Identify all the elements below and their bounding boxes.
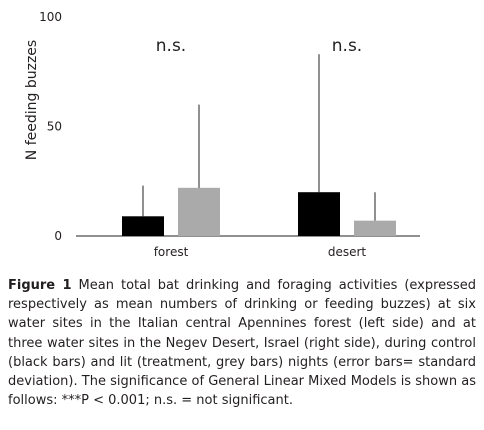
bar-desert-0 — [298, 192, 340, 236]
significance-annotation-1: n.s. — [332, 36, 362, 56]
category-label-desert: desert — [328, 245, 367, 259]
y-tick-label-2: 100 — [39, 10, 62, 24]
figure-label: Figure 1 — [8, 278, 72, 293]
y-tick-label-0: 0 — [54, 229, 62, 243]
category-labels: forest desert — [154, 245, 367, 259]
bar-chart: N feeding buzzes 0 50 100 forest desert n.s… — [24, 10, 420, 259]
significance-annotation-0: n.s. — [156, 36, 186, 56]
bar-desert-1 — [354, 220, 396, 236]
annotations: n.s. n.s. — [156, 36, 362, 56]
y-ticks: 0 50 100 — [39, 10, 62, 243]
error-bars — [142, 54, 376, 221]
figure-caption: Figure 1 Mean total bat drinking and for… — [8, 276, 476, 410]
y-axis-label: N feeding buzzes — [24, 40, 40, 160]
bar-forest-0 — [122, 216, 164, 236]
bar-forest-1 — [178, 187, 220, 236]
bars — [122, 187, 396, 236]
caption-text: Mean total bat drinking and foraging act… — [8, 278, 476, 409]
y-tick-label-1: 50 — [47, 120, 62, 134]
category-label-forest: forest — [154, 245, 189, 259]
